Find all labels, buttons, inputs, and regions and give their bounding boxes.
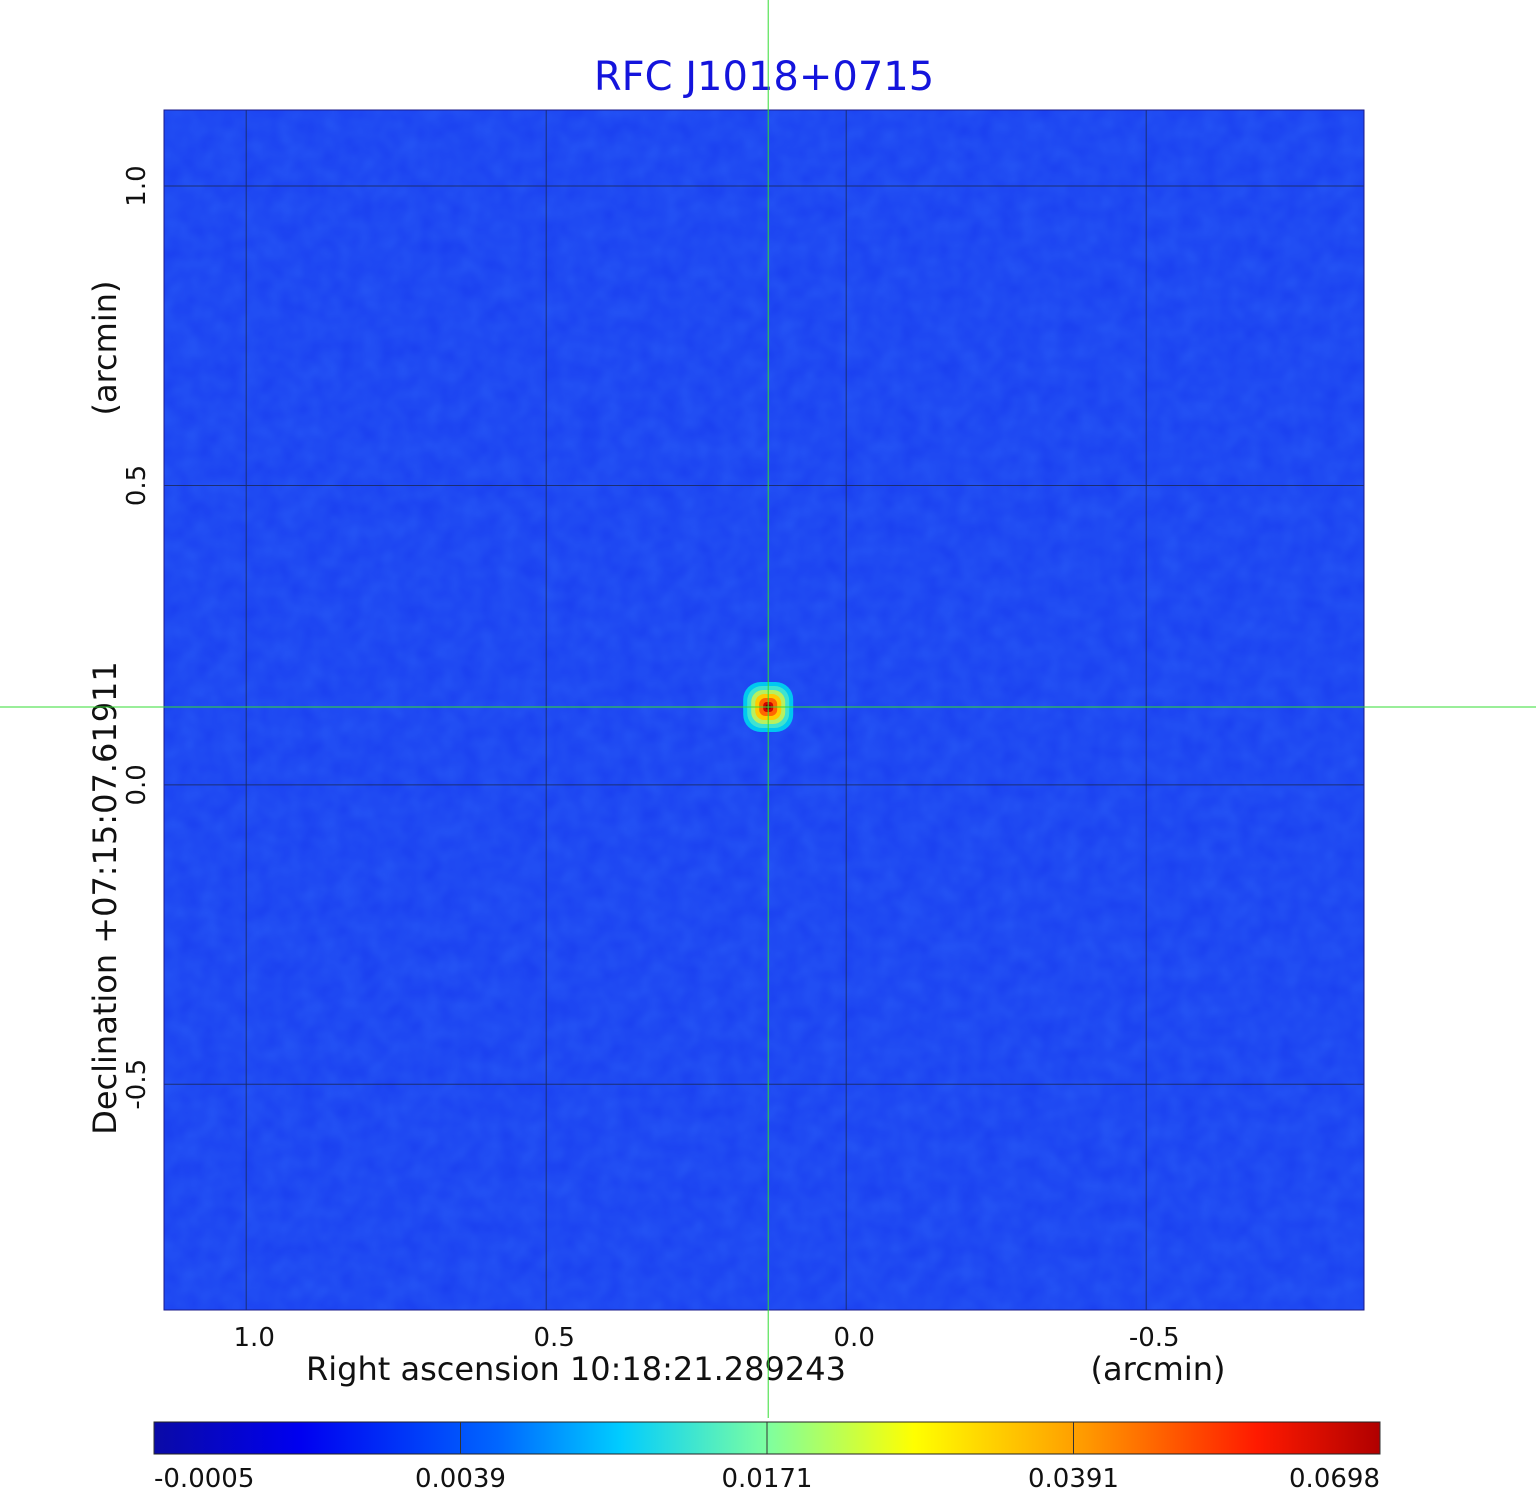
colorbar-tick-label-0: -0.0005: [154, 1464, 254, 1494]
crosshair: [0, 0, 1536, 1418]
y-tick-label-3: -0.5: [122, 1059, 152, 1110]
y-tick-label-2: 0.0: [122, 764, 152, 805]
x-tick-labels: 1.0 0.5 0.0 -0.5: [234, 1323, 1180, 1353]
image-panel: [163, 109, 1365, 1311]
y-tick-label-1: 0.5: [122, 465, 152, 506]
x-tick-label-2: 0.0: [834, 1323, 875, 1353]
x-tick-label-1: 0.5: [534, 1323, 575, 1353]
x-tick-label-0: 1.0: [234, 1323, 275, 1353]
colorbar-tick-label-2: 0.0171: [722, 1464, 813, 1494]
y-tick-labels: 1.0 0.5 0.0 -0.5: [122, 165, 152, 1109]
colorbar: -0.0005 0.0039 0.0171 0.0391 0.0698: [153, 1421, 1381, 1494]
colorbar-ticks: -0.0005 0.0039 0.0171 0.0391 0.0698: [153, 1422, 1381, 1494]
y-axis-unit: (arcmin): [86, 281, 124, 416]
colorbar-tick-label-4: 0.0698: [1289, 1464, 1380, 1494]
x-tick-label-3: -0.5: [1129, 1323, 1180, 1353]
coordinate-grid: [164, 110, 1364, 1310]
image-frame: [163, 109, 1365, 1311]
colorbar-tick-label-3: 0.0391: [1028, 1464, 1119, 1494]
x-axis-label: Right ascension 10:18:21.289243: [306, 1350, 846, 1388]
y-tick-label-0: 1.0: [122, 165, 152, 206]
y-axis-label: Declination +07:15:07.61911: [86, 661, 124, 1135]
chart-title: RFC J1018+0715: [594, 54, 934, 100]
x-axis-unit: (arcmin): [1091, 1350, 1226, 1388]
colorbar-tick-label-1: 0.0039: [415, 1464, 506, 1494]
